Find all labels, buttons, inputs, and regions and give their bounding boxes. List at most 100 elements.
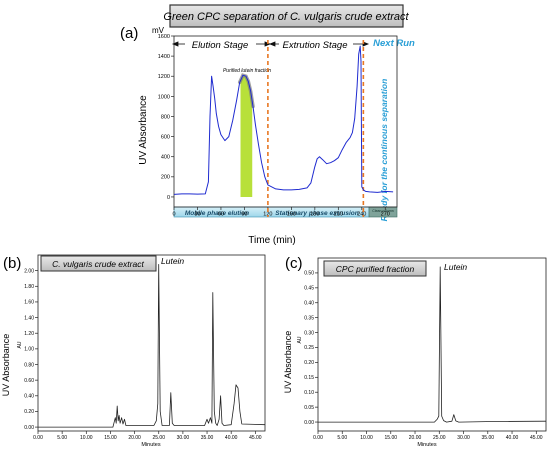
phase-mobile-label: Mobile phase elution bbox=[185, 210, 249, 217]
panel-a-x-tick-label: 180 bbox=[310, 212, 319, 218]
panel-c-x-tick-label: 35.00 bbox=[482, 435, 495, 441]
panel-a-y-tick-label: 200 bbox=[161, 175, 170, 181]
panel-c-y-tick-label: 0.00 bbox=[304, 420, 314, 426]
panel-c-y-tick-label: 0.20 bbox=[304, 360, 314, 366]
panel-a-y-tick-label: 1000 bbox=[158, 94, 170, 100]
stage-label-next-run: Next Run bbox=[373, 38, 415, 49]
panel-b-x-tick-label: 40.00 bbox=[225, 435, 238, 441]
panel-a-x-tick-label: 270 bbox=[381, 212, 390, 218]
panel-c-title-box bbox=[323, 260, 427, 277]
panel-a-title: Green CPC separation of C. vulgaris crud… bbox=[163, 11, 409, 23]
panel-a-y-tick-label: 400 bbox=[161, 155, 170, 161]
panel-a-y-tick-label: 600 bbox=[161, 135, 170, 141]
panel-b-y-tick-label: 1.60 bbox=[24, 300, 34, 306]
panel-b-letter: (b) bbox=[3, 255, 21, 272]
panel-c-x-tick-label: 40.00 bbox=[506, 435, 519, 441]
panel-c-y-tick-label: 0.05 bbox=[304, 405, 314, 411]
panel-b-series-line bbox=[38, 263, 266, 428]
panel-b: (b) C. vulgaris crude extract Lutein UV … bbox=[1, 254, 266, 448]
panel-c-y-tick-label: 0.35 bbox=[304, 315, 314, 321]
panel-b-y-tick-label: 0.80 bbox=[24, 362, 34, 368]
panel-b-y-tick-label: 1.40 bbox=[24, 315, 34, 321]
panel-a-x-tick-label: 120 bbox=[263, 212, 272, 218]
panel-b-frame bbox=[37, 254, 266, 432]
panel-b-y-tick-label: 0.40 bbox=[24, 394, 34, 400]
panel-c-x-tick-label: 45.00 bbox=[530, 435, 543, 441]
panel-b-x-tick-label: 25.00 bbox=[152, 435, 165, 441]
panel-a-x-tick-label: 30 bbox=[194, 212, 200, 218]
panel-a-y-tick-label: 1400 bbox=[158, 54, 170, 60]
panel-b-y-tick-label: 0.00 bbox=[24, 425, 34, 431]
panel-b-axes: 0.00 5.00 10.00 15.00 20.00 25.00 30.00 35.00 40… bbox=[24, 254, 266, 441]
panel-b-y-tick-label: 2.00 bbox=[24, 268, 34, 274]
stage-arrows bbox=[171, 41, 370, 47]
panel-b-y-tick-label: 1.20 bbox=[24, 331, 34, 337]
panel-c-y-tick-label: 0.15 bbox=[304, 375, 314, 381]
panel-a-y-tick-label: 0 bbox=[167, 195, 170, 201]
panel-c-y-tick-label: 0.25 bbox=[304, 345, 314, 351]
panel-a-y-tick-label: 800 bbox=[161, 114, 170, 120]
panel-a-x-tick-label: 240 bbox=[357, 212, 366, 218]
panel-b-x-tick-label: 35.00 bbox=[201, 435, 214, 441]
panel-a-x-tick-label: 90 bbox=[241, 212, 247, 218]
panel-c-x-tick-label: 30.00 bbox=[457, 435, 470, 441]
panel-c-y-tick-label: 0.50 bbox=[304, 271, 314, 277]
panel-b-y-label: UV Absorbance bbox=[1, 334, 11, 397]
panel-a-title-box bbox=[169, 4, 404, 28]
panel-c-y-tick-label: 0.10 bbox=[304, 390, 314, 396]
panel-c-x-tick-label: 20.00 bbox=[409, 435, 422, 441]
panel-b-x-tick-label: 30.00 bbox=[177, 435, 190, 441]
panel-b-plot bbox=[38, 263, 266, 428]
panel-a-x-tick-label: 60 bbox=[218, 212, 224, 218]
panel-b-x-tick-label: 20.00 bbox=[128, 435, 141, 441]
stage-label-elution: Elution Stage bbox=[192, 40, 249, 51]
panel-c-y-label: UV Absorbance bbox=[283, 331, 293, 394]
panel-c-x-tick-label: 5.00 bbox=[337, 435, 347, 441]
purified-lutein-label-line1: Purified lutein fraction bbox=[223, 68, 271, 74]
panel-b-y-tick-label: 0.60 bbox=[24, 378, 34, 384]
panel-c-y-tick-label: 0.30 bbox=[304, 330, 314, 336]
panel-b-y-tick-label: 0.20 bbox=[24, 409, 34, 415]
panel-b-x-label: Minutes bbox=[141, 442, 161, 448]
panel-a-x-tick-label: 150 bbox=[287, 212, 296, 218]
panel-a-letter: (a) bbox=[120, 25, 138, 42]
panel-b-peak-label: Lutein bbox=[161, 256, 184, 266]
panel-c: (c) CPC purified fraction Lutein UV Abso… bbox=[283, 255, 547, 448]
panel-a-x-label: Time (min) bbox=[248, 235, 295, 246]
panel-c-series-line bbox=[318, 266, 547, 423]
panel-c-y-unit: AU bbox=[297, 336, 303, 343]
panel-a-x-tick-label: 210 bbox=[334, 212, 343, 218]
panel-b-title-box bbox=[40, 255, 157, 272]
panel-c-x-tick-label: 25.00 bbox=[433, 435, 446, 441]
ready-for-separation-text: Ready for the continous separation bbox=[379, 79, 389, 222]
panel-b-y-tick-label: 1.80 bbox=[24, 284, 34, 290]
panel-c-x-tick-label: 15.00 bbox=[385, 435, 398, 441]
panel-b-title: C. vulgaris crude extract bbox=[52, 259, 144, 269]
panel-c-axes: 0.00 5.00 10.00 15.00 20.00 25.00 30.00 35.00 40… bbox=[304, 257, 547, 441]
panel-c-plot bbox=[318, 266, 547, 423]
panel-c-letter: (c) bbox=[285, 255, 303, 272]
panel-b-x-tick-label: 45.00 bbox=[249, 435, 262, 441]
panel-c-x-tick-label: 0.00 bbox=[313, 435, 323, 441]
panel-a-y-tick-label: 1200 bbox=[158, 74, 170, 80]
panel-b-y-tick-label: 1.00 bbox=[24, 347, 34, 353]
panel-c-peak-label: Lutein bbox=[444, 262, 467, 272]
phase-stationary-label: Stationary phase extrusion bbox=[275, 210, 358, 217]
panel-a-frame bbox=[173, 35, 398, 208]
panel-c-frame bbox=[317, 257, 547, 432]
panel-b-x-tick-label: 5.00 bbox=[57, 435, 67, 441]
panel-c-y-tick-label: 0.40 bbox=[304, 300, 314, 306]
panel-a-axes: 0 30 60 90 120 150 180 210 240 270 0 200 400 600 800 10… bbox=[158, 34, 398, 218]
panel-c-x-tick-label: 10.00 bbox=[360, 435, 373, 441]
panel-b-x-tick-label: 0.00 bbox=[33, 435, 43, 441]
panel-a-y-label: UV Absorbance bbox=[138, 95, 149, 165]
panel-b-x-tick-label: 15.00 bbox=[104, 435, 117, 441]
phase-clean-label: Clean column bbox=[372, 209, 393, 213]
panel-a-series-line bbox=[173, 45, 394, 195]
purified-lutein-fill bbox=[240, 75, 253, 197]
panel-b-y-unit: AU bbox=[17, 341, 23, 348]
panel-a-plot bbox=[173, 40, 394, 217]
panel-c-x-label: Minutes bbox=[417, 442, 437, 448]
panel-c-title: CPC purified fraction bbox=[336, 264, 415, 274]
